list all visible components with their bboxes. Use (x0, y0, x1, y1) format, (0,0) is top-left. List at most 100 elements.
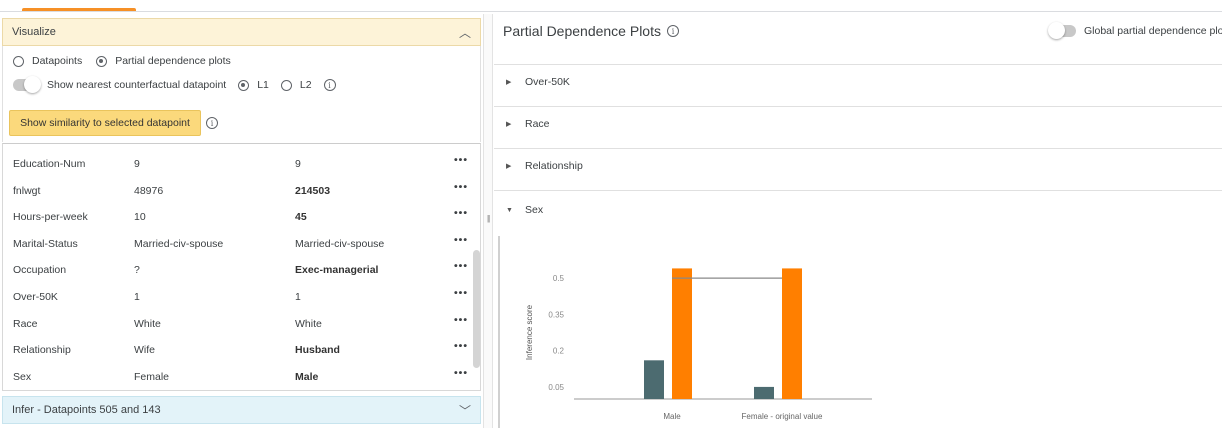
datapoint-1-value: Married-civ-spouse (134, 237, 224, 250)
caret-right-icon[interactable]: ▶ (506, 79, 512, 86)
feature-name: Sex (13, 370, 32, 383)
show-similarity-button[interactable]: Show similarity to selected datapoint (9, 110, 201, 136)
bar-orange (672, 268, 692, 399)
visualize-title: Visualize (12, 26, 56, 38)
datapoint-1-value: 10 (134, 211, 146, 224)
pdp-radio[interactable]: Partial dependence plots (96, 55, 231, 67)
y-axis-label: Inference score (525, 304, 534, 360)
caret-right-icon[interactable]: ▶ (506, 163, 512, 170)
datapoint-1-value: ? (134, 264, 140, 277)
table-row: Hours-per-week 10 45 ••• (3, 203, 473, 229)
caret-down-icon[interactable]: ▼ (506, 206, 513, 214)
feature-name: Marital-Status (13, 237, 78, 250)
pdp-label: Partial dependence plots (115, 55, 231, 67)
table-row: Sex Female Male ••• (3, 363, 473, 389)
bar-teal (754, 386, 774, 399)
table-row: fnlwgt 48976 214503 ••• (3, 177, 473, 203)
more-options-icon[interactable]: ••• (454, 154, 469, 166)
left-panel: Visualize ︿ Datapoints Partial dependenc… (0, 14, 483, 428)
infer-title: Infer - Datapoints 505 and 143 (12, 404, 161, 416)
pdp-feature-over-50k[interactable]: ▶ Over-50K (506, 76, 570, 88)
radio-checked-icon[interactable] (238, 79, 250, 91)
more-options-icon[interactable]: ••• (454, 313, 469, 326)
visualize-header[interactable]: Visualize ︿ (2, 18, 481, 46)
datapoint-2-value: Married-civ-spouse (295, 237, 385, 250)
datapoint-2-value: 9 (295, 158, 301, 170)
counterfactual-toggle[interactable] (13, 76, 41, 93)
datapoint-1-value: 1 (134, 291, 140, 303)
more-options-icon[interactable]: ••• (454, 287, 469, 299)
datapoint-2-value: White (295, 317, 322, 330)
radio-icon[interactable] (13, 55, 24, 67)
chevron-up-icon[interactable]: ︿ (458, 25, 471, 40)
more-options-icon[interactable]: ••• (454, 233, 469, 246)
info-icon[interactable]: i (667, 25, 679, 37)
feature-label: Sex (525, 204, 544, 216)
pdp-feature-sex[interactable]: ▼ Sex (506, 204, 543, 216)
datapoint-table: Education-Num 9 9 ••• fnlwgt 48976 214503 ••• Ho… (2, 143, 481, 391)
feature-label: Race (525, 118, 550, 130)
table-row: Relationship Wife Husband ••• (3, 336, 473, 362)
feature-name: Relationship (13, 344, 71, 357)
datapoint-2-value: Husband (295, 344, 340, 357)
counterfactual-label: Show nearest counterfactual datapoint (47, 79, 227, 91)
pdp-feature-race[interactable]: ▶ Race (506, 118, 550, 130)
table-row: Over-50K 1 1 ••• (3, 283, 473, 309)
chevron-down-icon[interactable]: ﹀ (458, 403, 471, 418)
more-options-icon[interactable]: ••• (454, 260, 469, 273)
y-tick-label: 0.5 (553, 274, 565, 283)
global-pdp-label: Global partial dependence plo (1084, 25, 1222, 37)
panel-splitter[interactable]: || (483, 14, 493, 428)
pdp-feature-relationship[interactable]: ▶ Relationship (506, 160, 583, 172)
drag-handle-icon[interactable]: || (487, 214, 490, 223)
top-tab-bar (0, 0, 1222, 12)
y-tick-label: 0.05 (548, 383, 564, 392)
pdp-title: Partial Dependence Plots i (503, 23, 679, 39)
datapoint-2-value: 45 (295, 211, 307, 224)
feature-name: Race (13, 317, 38, 330)
feature-label: Relationship (525, 160, 583, 172)
datapoints-radio[interactable]: Datapoints (13, 55, 82, 67)
more-options-icon[interactable]: ••• (454, 340, 469, 353)
datapoint-2-value: 214503 (295, 184, 331, 197)
pdp-bar-chart: Inference score 0.05 0.2 0.35 0.5 Male Female … (525, 268, 872, 421)
pdp-chart: Inference score 0.05 0.2 0.35 0.5 Male Female … (498, 236, 1222, 428)
table-row: Race White White ••• (3, 310, 473, 336)
feature-name: Occupation (13, 264, 67, 277)
scrollbar[interactable] (473, 250, 480, 368)
info-icon[interactable]: i (323, 79, 336, 91)
datapoints-label: Datapoints (32, 55, 83, 67)
bar-orange (782, 268, 802, 399)
l1-label: L1 (257, 79, 269, 91)
more-options-icon[interactable]: ••• (454, 207, 469, 220)
datapoint-1-value: Female (134, 370, 170, 383)
active-tab-indicator (22, 8, 136, 11)
global-pdp-toggle[interactable] (1048, 22, 1076, 39)
radio-checked-icon[interactable] (96, 55, 108, 67)
more-options-icon[interactable]: ••• (454, 180, 469, 193)
feature-name: fnlwgt (13, 184, 41, 197)
table-row: Marital-Status Married-civ-spouse Married-… (3, 230, 473, 256)
bar-teal (644, 360, 664, 399)
visualize-options: Datapoints Partial dependence plots Show… (2, 46, 481, 142)
right-panel: Partial Dependence Plots i Global partia… (494, 14, 1222, 428)
datapoint-2-value: Male (295, 370, 319, 383)
caret-right-icon[interactable]: ▶ (506, 121, 512, 128)
x-tick-label: Male (663, 412, 681, 421)
datapoint-1-value: White (134, 317, 161, 330)
datapoint-1-value: 48976 (134, 184, 164, 197)
pdp-title-text: Partial Dependence Plots (503, 23, 661, 39)
datapoint-1-value: Wife (134, 344, 155, 357)
infer-header[interactable]: Infer - Datapoints 505 and 143 ﹀ (2, 396, 481, 424)
l2-label: L2 (299, 79, 312, 91)
table-row: Education-Num 9 9 ••• (3, 150, 473, 176)
l2-radio[interactable]: L2 (280, 79, 312, 91)
l1-radio[interactable]: L1 (238, 79, 269, 91)
info-icon[interactable]: i (206, 117, 218, 129)
global-pdp-toggle-group[interactable]: Global partial dependence plo (1048, 22, 1222, 39)
datapoint-2-value: Exec-managerial (295, 264, 379, 277)
y-tick-label: 0.2 (553, 347, 565, 356)
radio-icon[interactable] (280, 79, 292, 91)
more-options-icon[interactable]: ••• (454, 366, 469, 379)
feature-name: Over-50K (13, 291, 58, 303)
